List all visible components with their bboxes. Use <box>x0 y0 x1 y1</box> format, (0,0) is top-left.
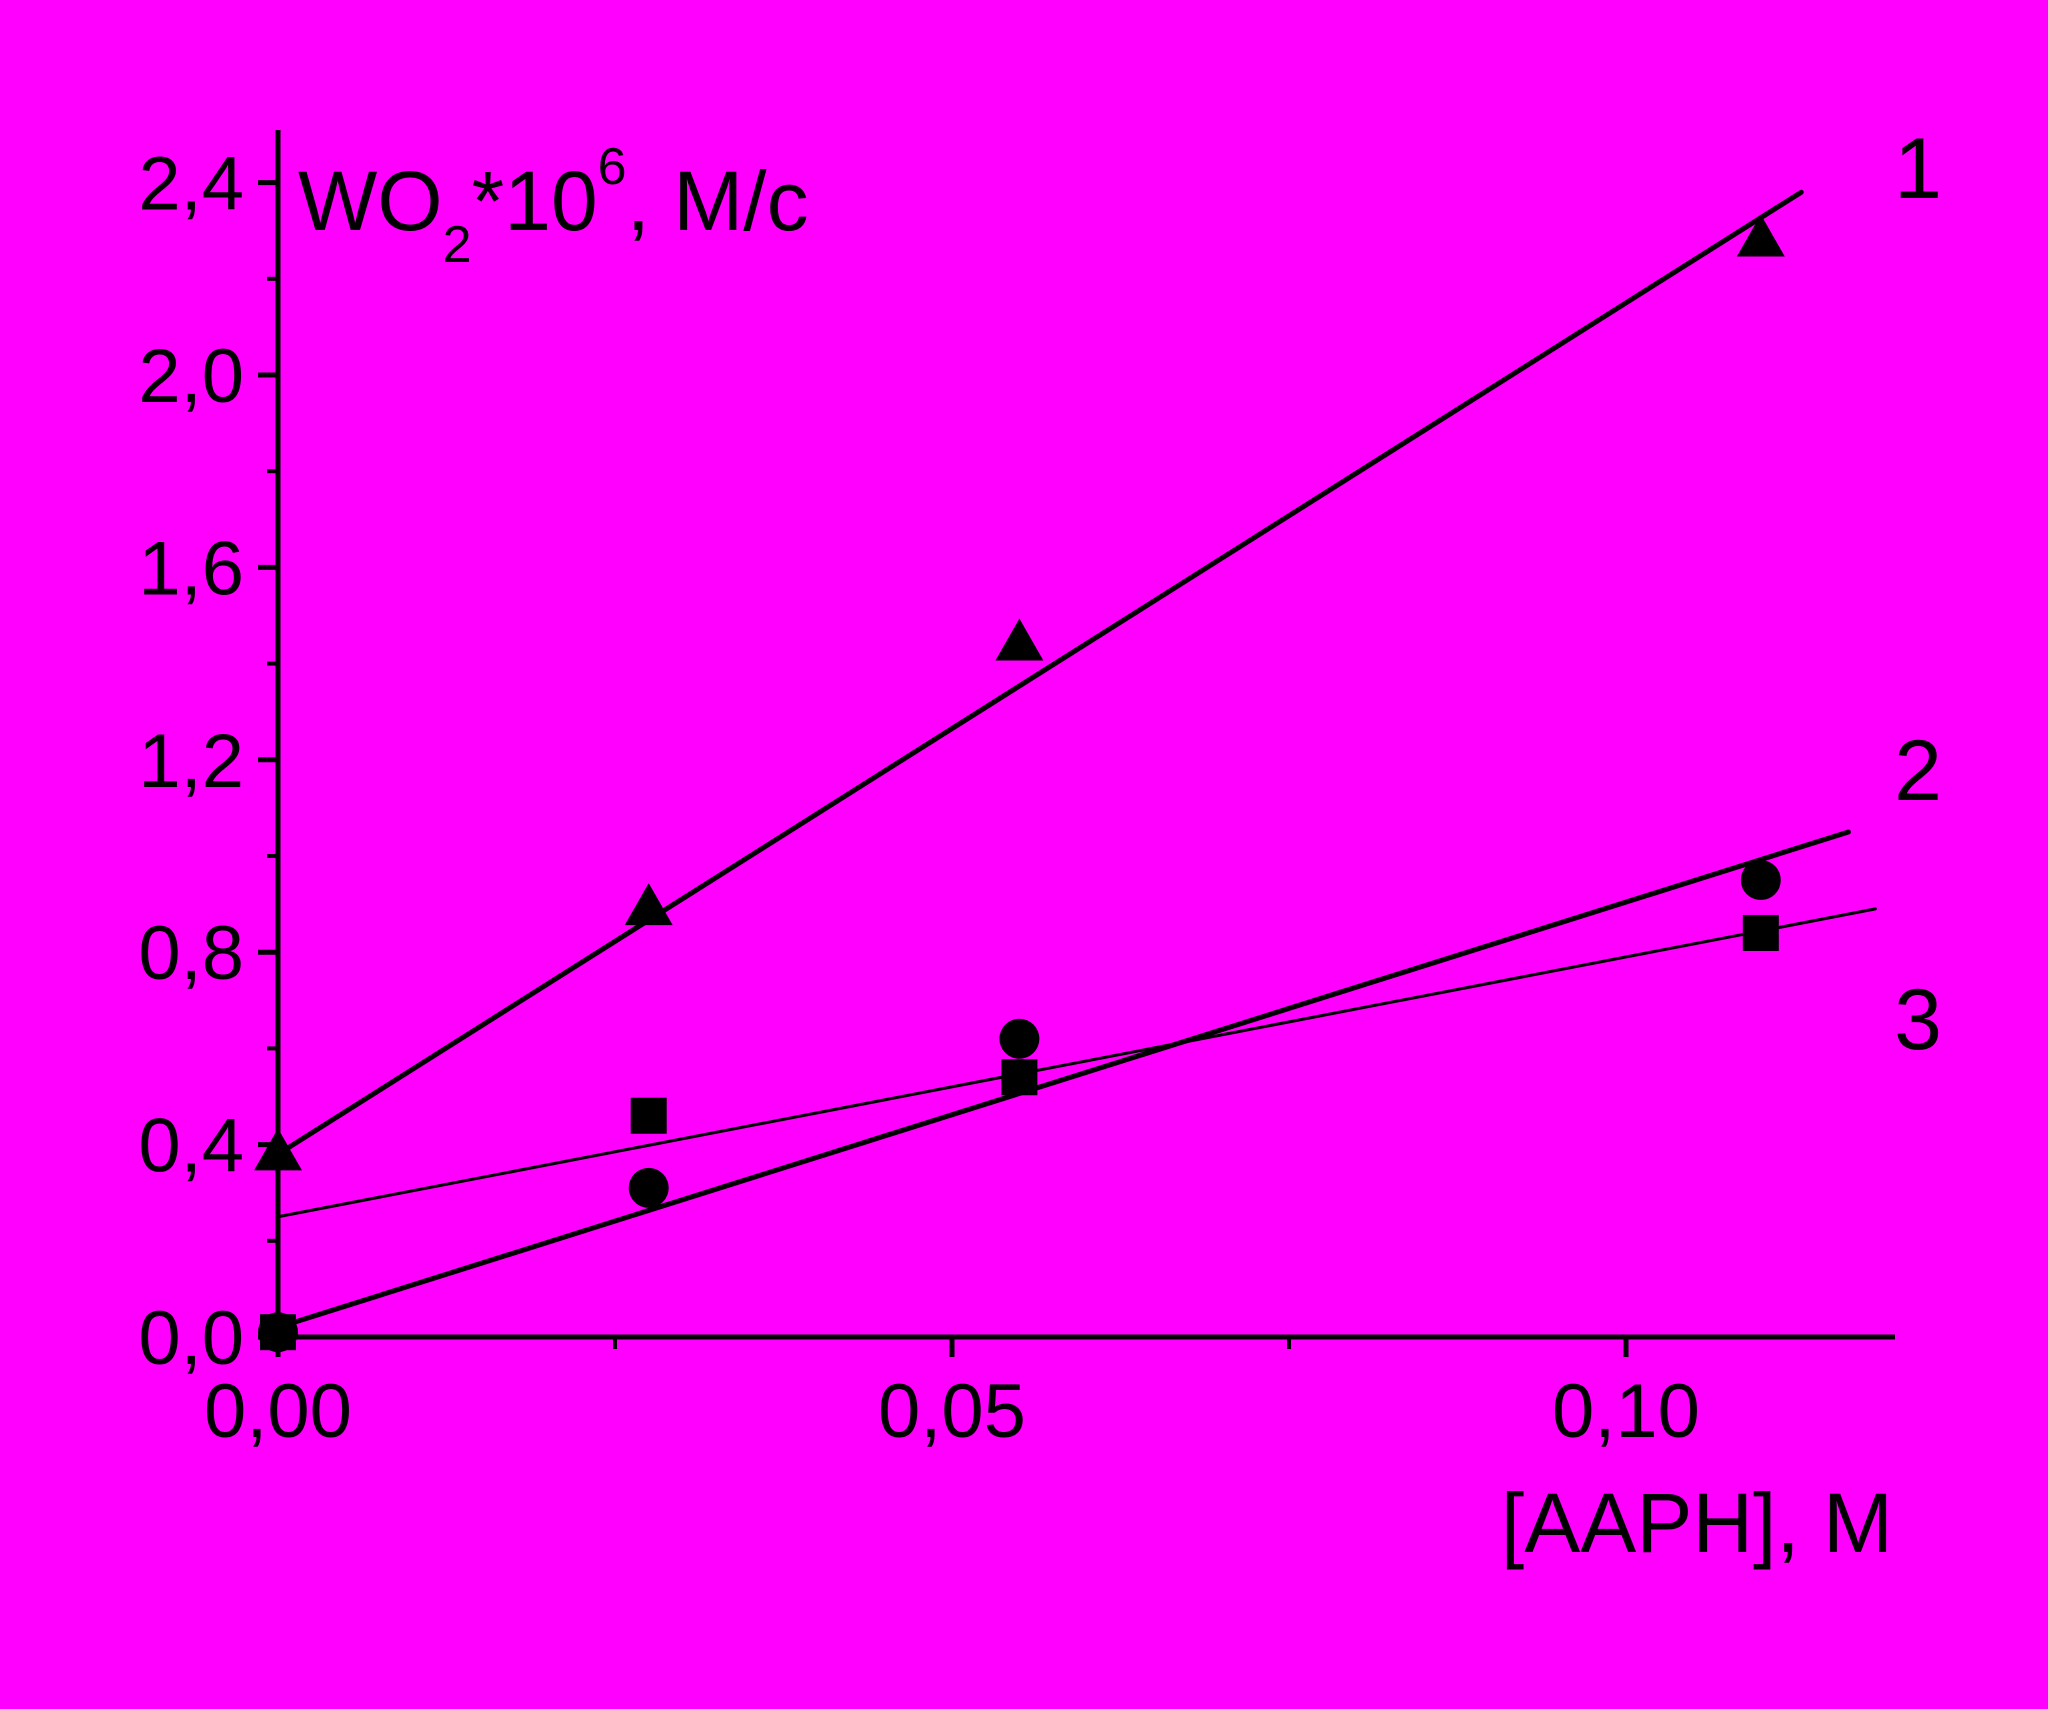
y-tick-label: 0,4 <box>138 1104 244 1189</box>
y-tick-label: 2,4 <box>138 142 244 227</box>
x-axis-title: [AAPH], M <box>1501 1476 1893 1570</box>
series-label-2: 2 <box>1894 723 1942 819</box>
y-tick-label: 1,6 <box>138 526 244 611</box>
y-tick-label: 0,0 <box>138 1296 244 1381</box>
y-axis-title: WO2*106, M/c <box>298 138 809 274</box>
circle-marker <box>628 1167 669 1208</box>
x-tick-label: 0,05 <box>878 1369 1026 1454</box>
y-tick-label: 0,8 <box>138 911 244 996</box>
y-tick-label: 1,2 <box>138 719 244 804</box>
series-label-3: 3 <box>1894 972 1942 1068</box>
circle-marker <box>999 1018 1040 1059</box>
triangle-marker <box>624 883 673 926</box>
x-tick-label: 0,10 <box>1552 1369 1700 1454</box>
fit-lines <box>275 189 1877 1330</box>
fit-line-1 <box>275 189 1804 1157</box>
triangle-marker <box>254 1128 302 1171</box>
fit-line-3 <box>276 907 1877 1219</box>
square-marker <box>630 1097 667 1134</box>
triangle-marker <box>1736 214 1785 257</box>
fit-line-2 <box>275 829 1851 1330</box>
circle-marker <box>1740 860 1781 901</box>
series-label-1: 1 <box>1894 121 1942 217</box>
y-tick-label: 2,0 <box>138 334 244 419</box>
data-markers <box>254 214 1785 1353</box>
square-marker <box>260 1314 296 1351</box>
labels: 0,0 0,4 0,8 1,2 1,6 2,0 2,4 0,00 0,05 0,10 1 2 3 <box>138 121 1942 1454</box>
square-marker <box>1742 914 1779 951</box>
x-tick-label: 0,00 <box>204 1369 352 1454</box>
square-marker <box>1001 1059 1038 1096</box>
triangle-marker <box>995 618 1044 661</box>
